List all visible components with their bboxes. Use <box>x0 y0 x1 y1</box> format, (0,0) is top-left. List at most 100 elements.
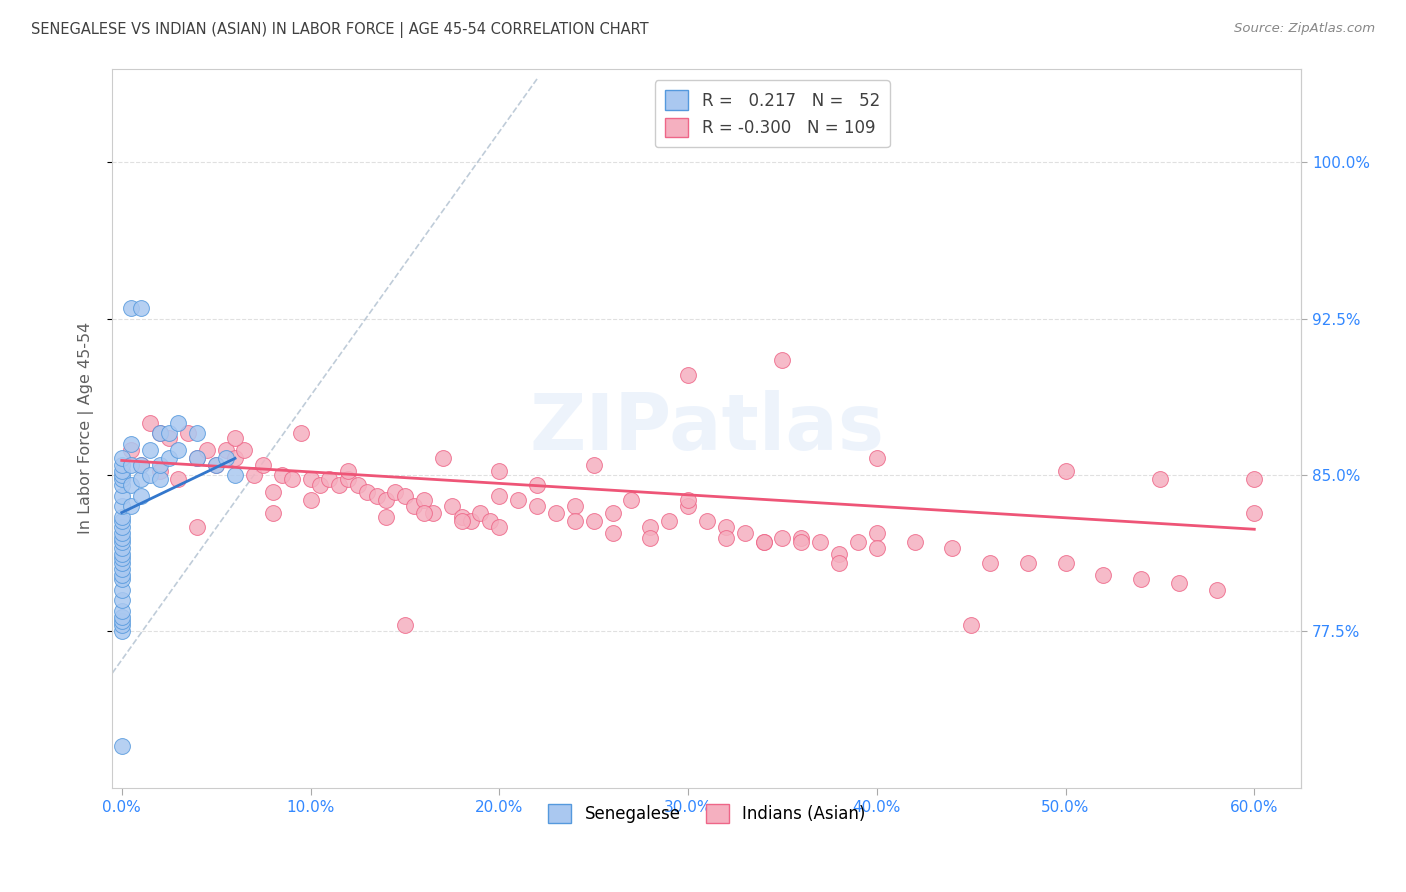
Point <box>356 484 378 499</box>
Point <box>676 368 699 382</box>
Point <box>714 520 737 534</box>
Point <box>120 443 142 458</box>
Point <box>205 458 228 472</box>
Point <box>111 624 134 639</box>
Point <box>139 416 162 430</box>
Point <box>790 531 813 545</box>
Point <box>337 464 360 478</box>
Point <box>1243 472 1265 486</box>
Point <box>120 478 142 492</box>
Point <box>167 472 190 486</box>
Point <box>337 472 360 486</box>
Point <box>1017 556 1039 570</box>
Point <box>111 526 134 541</box>
Point <box>808 534 831 549</box>
Point <box>1205 582 1227 597</box>
Point <box>290 426 312 441</box>
Point <box>224 468 246 483</box>
Point <box>111 514 134 528</box>
Point <box>129 301 152 316</box>
Point <box>129 458 152 472</box>
Point <box>157 430 180 444</box>
Point <box>941 541 963 555</box>
Point <box>526 500 548 514</box>
Point <box>676 493 699 508</box>
Point <box>252 458 274 472</box>
Point <box>262 484 284 499</box>
Point <box>111 547 134 561</box>
Point <box>224 451 246 466</box>
Text: Source: ZipAtlas.com: Source: ZipAtlas.com <box>1234 22 1375 36</box>
Point <box>111 520 134 534</box>
Point <box>214 443 236 458</box>
Point <box>120 458 142 472</box>
Point <box>111 551 134 566</box>
Point <box>328 478 350 492</box>
Point <box>564 514 586 528</box>
Point <box>318 472 340 486</box>
Point <box>167 443 190 458</box>
Point <box>186 520 208 534</box>
Point <box>422 506 444 520</box>
Point <box>120 437 142 451</box>
Point <box>488 489 510 503</box>
Point <box>148 464 170 478</box>
Point <box>111 568 134 582</box>
Point <box>111 509 134 524</box>
Point <box>441 500 464 514</box>
Point <box>309 478 332 492</box>
Point <box>262 506 284 520</box>
Point <box>195 443 218 458</box>
Point <box>271 468 294 483</box>
Point <box>544 506 567 520</box>
Point <box>640 531 662 545</box>
Point <box>620 493 643 508</box>
Point <box>412 493 434 508</box>
Point <box>111 603 134 617</box>
Point <box>111 614 134 628</box>
Point <box>111 464 134 478</box>
Point <box>903 534 925 549</box>
Point <box>714 531 737 545</box>
Point <box>696 514 718 528</box>
Point <box>129 458 152 472</box>
Point <box>111 593 134 607</box>
Point <box>770 531 793 545</box>
Point <box>866 541 889 555</box>
Point <box>111 468 134 483</box>
Point <box>508 493 530 508</box>
Point <box>299 472 322 486</box>
Point <box>111 458 134 472</box>
Point <box>233 443 256 458</box>
Point <box>1167 576 1189 591</box>
Point <box>186 451 208 466</box>
Point <box>564 500 586 514</box>
Point <box>404 500 426 514</box>
Point <box>148 458 170 472</box>
Point <box>280 472 302 486</box>
Point <box>602 506 624 520</box>
Point <box>960 618 983 632</box>
Point <box>979 556 1001 570</box>
Point <box>111 531 134 545</box>
Point <box>243 468 266 483</box>
Point <box>478 514 501 528</box>
Point <box>129 489 152 503</box>
Point <box>111 451 134 466</box>
Point <box>186 426 208 441</box>
Point <box>828 547 851 561</box>
Point <box>752 534 775 549</box>
Point <box>676 500 699 514</box>
Point <box>157 426 180 441</box>
Point <box>148 426 170 441</box>
Point <box>148 426 170 441</box>
Point <box>186 451 208 466</box>
Point <box>120 500 142 514</box>
Point <box>582 458 605 472</box>
Point <box>526 478 548 492</box>
Point <box>111 739 134 753</box>
Point <box>139 468 162 483</box>
Point <box>828 556 851 570</box>
Point <box>1149 472 1171 486</box>
Point <box>1243 506 1265 520</box>
